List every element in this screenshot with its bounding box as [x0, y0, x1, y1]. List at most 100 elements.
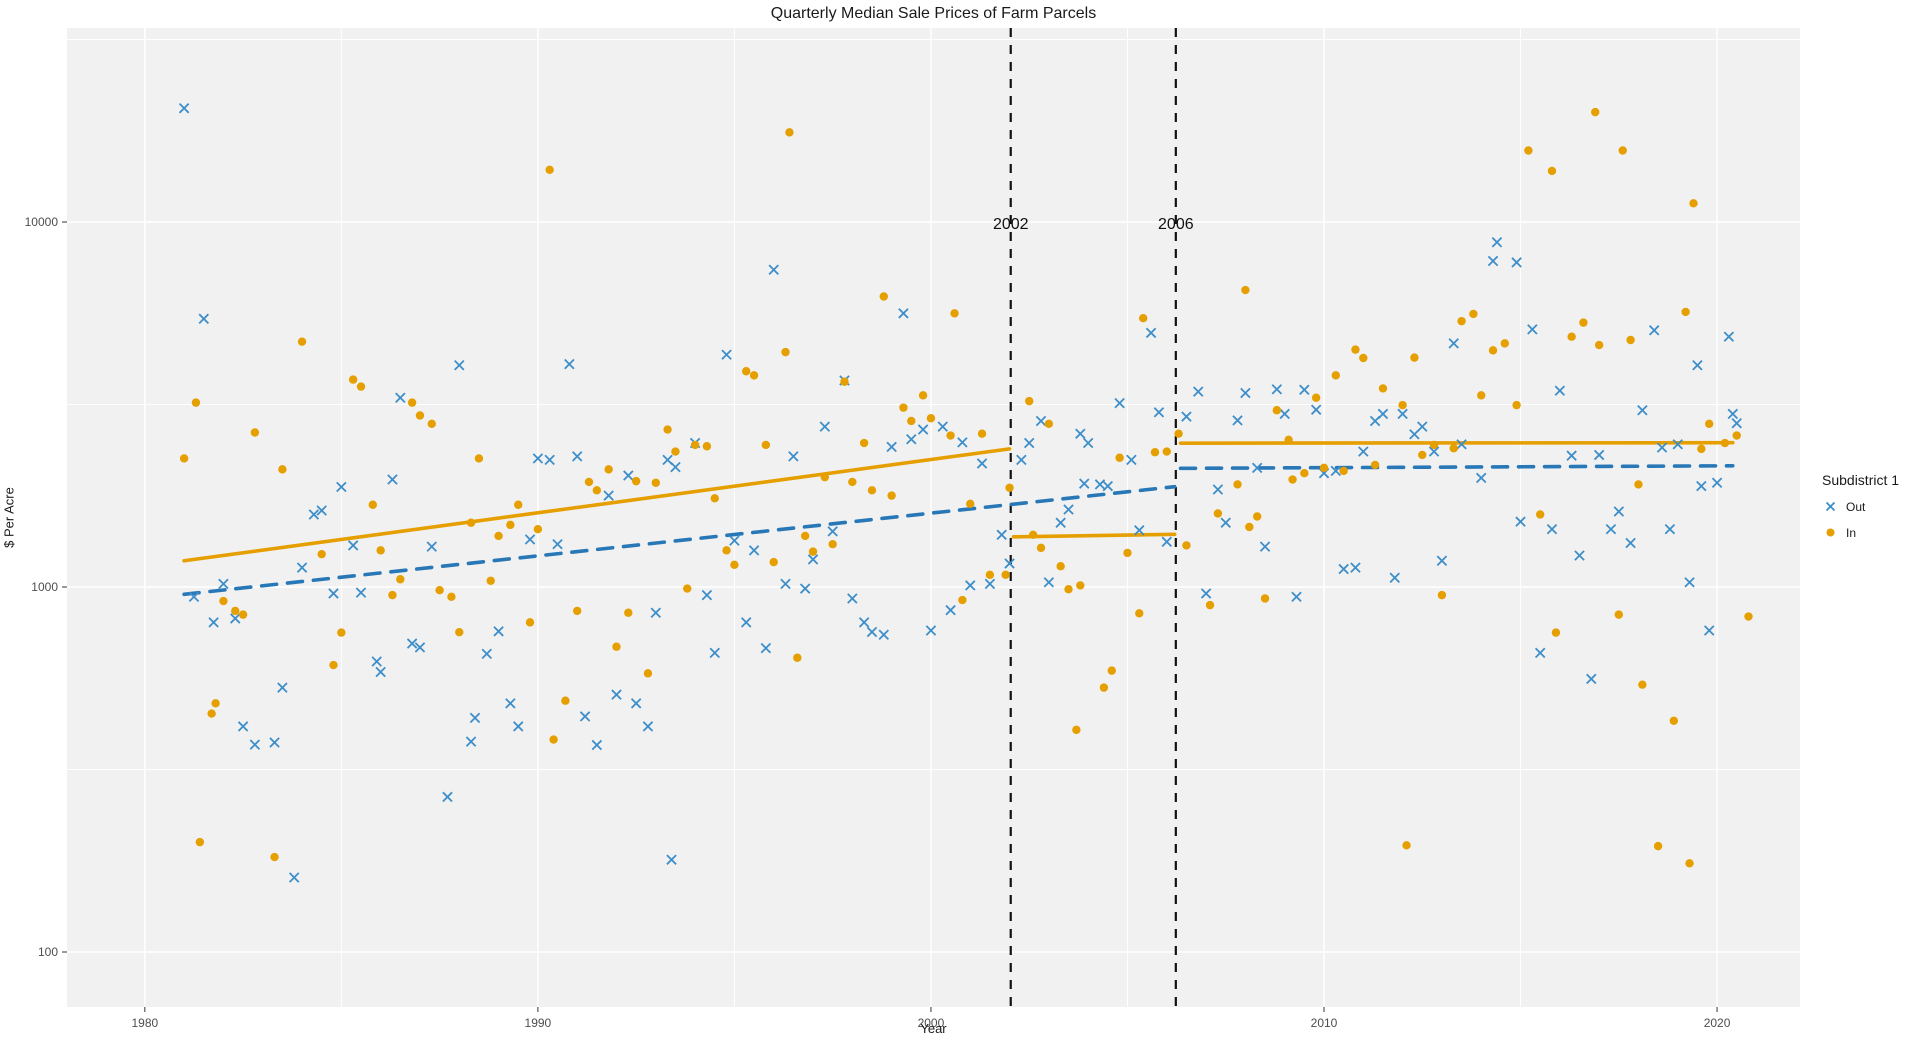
data-point-in	[966, 499, 975, 509]
data-point-out	[1075, 428, 1086, 439]
x-tick-label: 1980	[131, 1016, 158, 1030]
data-point-out	[465, 736, 477, 747]
data-point-out	[218, 578, 229, 590]
data-point-in	[604, 465, 613, 474]
data-point-in	[407, 398, 417, 407]
data-point-in	[1174, 429, 1183, 438]
data-point-in	[1331, 371, 1340, 380]
data-point-out	[229, 613, 241, 624]
data-point-out	[1271, 384, 1283, 395]
data-point-in	[1099, 683, 1109, 692]
data-point-in	[494, 531, 503, 541]
data-point-out	[1063, 504, 1074, 515]
data-point-in	[907, 416, 916, 426]
data-point-in	[1524, 146, 1533, 155]
data-point-out	[945, 604, 956, 616]
data-point-in	[879, 292, 888, 301]
data-point-out	[1554, 385, 1566, 396]
plot-panel	[67, 28, 1800, 1007]
data-point-out	[847, 593, 858, 604]
data-point-in	[368, 500, 378, 509]
trend-line-out	[1178, 464, 1735, 471]
data-point-in	[250, 428, 260, 437]
data-point-out	[740, 617, 752, 628]
data-point-out	[642, 721, 654, 732]
data-point-in	[785, 128, 794, 137]
data-point-in	[1138, 314, 1148, 323]
data-point-in	[958, 595, 967, 605]
data-point-in	[1685, 859, 1694, 868]
data-point-in	[1697, 444, 1706, 454]
data-point-out	[807, 554, 819, 565]
data-point-in	[348, 375, 358, 384]
data-point-out	[1711, 477, 1723, 489]
data-point-out	[1692, 360, 1703, 371]
data-point-out	[469, 712, 481, 724]
data-point-out	[1593, 449, 1605, 461]
data-point-out	[1389, 572, 1400, 583]
data-point-in	[466, 518, 476, 527]
data-point-out	[1428, 446, 1440, 457]
data-point-in	[1669, 716, 1679, 725]
data-point-out	[571, 451, 583, 462]
data-point-in	[572, 606, 582, 616]
data-point-out	[886, 441, 897, 453]
data-point-in	[514, 500, 523, 509]
data-point-in	[663, 425, 672, 434]
data-point-in	[781, 347, 790, 357]
data-point-in	[1437, 590, 1447, 600]
data-point-out	[1023, 437, 1035, 449]
data-point-in	[643, 669, 653, 678]
data-point-in	[1205, 600, 1215, 610]
data-point-out	[1511, 257, 1522, 268]
data-point-in	[1477, 391, 1486, 400]
data-point-in	[1500, 339, 1510, 348]
x-tick-label: 1990	[525, 1016, 552, 1030]
data-point-in	[749, 371, 759, 380]
data-point-out	[878, 629, 890, 640]
data-point-out	[898, 308, 909, 319]
data-point-in	[793, 653, 802, 662]
data-point-out	[1251, 462, 1263, 474]
trend-line-in	[182, 447, 1012, 563]
data-point-out	[1279, 408, 1290, 420]
data-point-in	[1241, 285, 1250, 295]
data-point-in	[1056, 562, 1065, 571]
chart-title: Quarterly Median Sale Prices of Farm Par…	[770, 5, 1097, 22]
data-point-out	[552, 538, 563, 550]
data-point-in	[1689, 199, 1698, 208]
data-point-out	[355, 587, 367, 598]
data-point-in	[1233, 480, 1242, 489]
data-point-out	[1358, 446, 1369, 457]
data-point-in	[1681, 307, 1690, 317]
data-point-out	[1731, 417, 1742, 429]
data-point-in	[388, 590, 397, 600]
data-point-out	[328, 588, 339, 599]
data-point-out	[1656, 442, 1668, 453]
data-point-out	[178, 102, 190, 114]
data-point-in	[1028, 530, 1038, 539]
data-point-out	[1094, 479, 1106, 490]
data-point-in	[415, 411, 425, 420]
data-point-out	[198, 313, 210, 325]
data-point-out	[1703, 625, 1715, 636]
data-point-out	[1220, 517, 1231, 528]
data-point-out	[666, 854, 677, 865]
data-point-out	[1377, 408, 1389, 420]
data-point-in	[584, 477, 594, 487]
data-point-out	[395, 392, 406, 403]
data-point-out	[1192, 386, 1204, 397]
data-point-out	[996, 529, 1007, 541]
data-point-in	[592, 486, 602, 495]
data-point-in	[769, 557, 778, 567]
data-point-out	[375, 666, 386, 678]
data-point-in	[1551, 628, 1561, 637]
data-point-out	[1527, 324, 1538, 335]
data-point-out	[1546, 523, 1558, 535]
data-point-in	[1594, 340, 1604, 350]
data-point-out	[1574, 550, 1585, 561]
x-axis-title: Year	[920, 1021, 947, 1036]
data-point-in	[1634, 480, 1643, 489]
data-point-out	[799, 583, 811, 594]
